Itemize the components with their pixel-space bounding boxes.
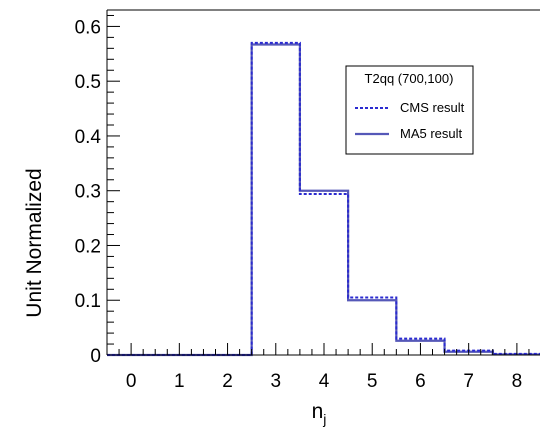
y-tick-label: 0.6 (75, 17, 101, 38)
y-tick-label: 0 (90, 346, 101, 367)
x-tick-label: 2 (222, 371, 233, 392)
ticks-layer: 0 1 2 3 4 5 6 7 8 0 0.1 0.2 0.3 0.4 0.5 0.6 (75, 14, 530, 392)
x-tick-label: 4 (319, 371, 330, 392)
legend-label-ma5: MA5 result (400, 126, 463, 141)
legend-title: T2qq (700,100) (365, 71, 454, 86)
y-tick-label: 0.4 (75, 127, 102, 148)
x-axis-title-main: n (312, 400, 324, 423)
y-tick-label: 0.2 (75, 236, 101, 257)
y-tick-label: 0.3 (75, 182, 101, 203)
series-ma5-result (107, 43, 540, 357)
legend-box (345, 65, 474, 155)
x-tick-label: 1 (174, 371, 185, 392)
y-tick-label: 0.5 (75, 72, 101, 93)
series-layer (107, 41, 540, 357)
x-tick-label: 5 (367, 371, 378, 392)
y-axis-title: Unit Normalized (23, 168, 46, 317)
x-tick-label: 3 (270, 371, 281, 392)
x-tick-label: 6 (415, 371, 426, 392)
x-tick-label: 0 (126, 371, 137, 392)
series-cms-result (107, 41, 540, 356)
legend-label-cms: CMS result (400, 100, 465, 115)
frame-layer (106, 9, 540, 356)
x-axis-title: nj (312, 400, 327, 427)
x-tick-label: 7 (463, 371, 474, 392)
legend: T2qq (700,100) CMS result MA5 result (345, 65, 474, 155)
y-tick-label: 0.1 (75, 291, 101, 312)
x-tick-label: 8 (512, 371, 523, 392)
x-axis-title-subscript: j (322, 411, 326, 427)
